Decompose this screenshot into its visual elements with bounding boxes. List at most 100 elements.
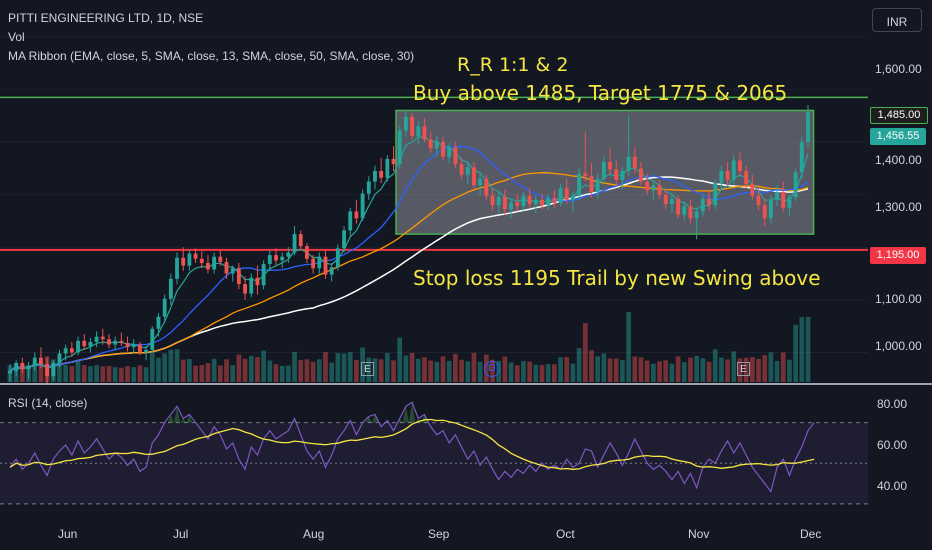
candle (181, 247, 186, 271)
volume-bar (589, 350, 594, 382)
candle-body (484, 178, 489, 196)
candle (385, 155, 390, 182)
volume-bar (143, 367, 149, 382)
candle (39, 347, 43, 369)
candle (113, 336, 118, 350)
candle-body (564, 188, 569, 200)
volume-bar (607, 358, 613, 382)
earnings-marker[interactable]: E (737, 362, 750, 376)
candle (441, 136, 445, 161)
candle-body (14, 362, 19, 371)
currency-button[interactable]: INR (872, 8, 922, 32)
candle (26, 361, 31, 379)
earnings-marker[interactable]: E (361, 362, 374, 376)
candle-body (515, 202, 520, 207)
candle-body (107, 339, 111, 345)
candle (472, 162, 476, 190)
candle (168, 273, 173, 306)
candle-body (768, 199, 773, 219)
chart-legend: PITTI ENGINEERING LTD, 1D, NSE Vol MA Ri… (8, 9, 414, 66)
time-tick: Dec (800, 527, 822, 541)
volume-bar (502, 356, 508, 382)
volume-bar (459, 359, 464, 382)
candle (403, 110, 408, 137)
candle-body (589, 176, 594, 192)
volume-label[interactable]: Vol (8, 30, 25, 44)
volume-bar (688, 357, 693, 382)
candle-body (521, 195, 526, 207)
volume-bar (669, 363, 675, 382)
ma-ribbon-label[interactable]: MA Ribbon (EMA, close, 5, SMA, close, 13… (8, 49, 415, 63)
volume-bar (69, 366, 75, 382)
time-tick: Jul (173, 527, 189, 541)
volume-bar (762, 355, 768, 382)
volume-bar (539, 365, 545, 382)
candle-body (175, 257, 179, 279)
candle (391, 146, 396, 171)
candle-body (478, 178, 483, 186)
volume-bar (292, 351, 297, 382)
candle-body (82, 340, 87, 347)
candle (311, 255, 316, 274)
candle-body (212, 256, 217, 270)
candle (527, 188, 532, 208)
candle-body (410, 116, 415, 136)
volume-bar (63, 365, 69, 382)
candle (212, 252, 217, 274)
volume-bar (174, 349, 180, 382)
candle (577, 168, 582, 201)
candle (509, 198, 513, 219)
candle-body (385, 158, 390, 178)
candle (255, 265, 260, 295)
candle (738, 152, 742, 177)
candle-body (657, 185, 662, 195)
candle (156, 312, 161, 337)
candle (540, 193, 544, 210)
grid (0, 36, 868, 353)
volume-bar (378, 359, 384, 382)
candle (267, 249, 272, 271)
volume-bar (514, 365, 520, 382)
dividend-marker[interactable]: D (484, 361, 500, 377)
candle (162, 294, 167, 321)
candle-body (620, 170, 625, 180)
candle (236, 263, 241, 290)
candle-body (707, 198, 711, 206)
symbol-title[interactable]: PITTI ENGINEERING LTD, 1D, NSE (8, 11, 204, 25)
candle-body (168, 278, 173, 299)
candle-body (496, 196, 501, 206)
candle (583, 131, 588, 182)
candle (434, 135, 439, 157)
volume-bar (372, 358, 378, 382)
volume-bar (323, 352, 328, 382)
candle-body (502, 196, 507, 210)
volume-bar (193, 365, 198, 382)
candle (502, 189, 507, 215)
candle (137, 341, 142, 356)
price-tick: 1,400.00 (875, 153, 922, 167)
volume-bar (211, 358, 217, 382)
candle (713, 178, 718, 210)
buy-target-note: Buy above 1485, Target 1775 & 2065 (413, 81, 788, 105)
candle (768, 195, 773, 224)
candle (447, 143, 452, 164)
candle-body (608, 162, 612, 170)
candle-body (558, 188, 563, 204)
candle (571, 192, 575, 212)
stop-loss-note: Stop loss 1195 Trail by new Swing above (413, 266, 821, 290)
candle-body (63, 348, 68, 354)
volume-bar (743, 357, 749, 382)
candle-body (249, 277, 254, 294)
candle-body (373, 170, 377, 182)
candle-body (88, 341, 93, 347)
volume-bar (558, 357, 563, 382)
rsi-label[interactable]: RSI (14, close) (8, 396, 88, 410)
candle-body (762, 205, 767, 219)
candle-body (156, 316, 161, 329)
candle-body (422, 126, 427, 140)
candle-body (366, 181, 371, 194)
candle-body (119, 340, 124, 343)
candle (645, 173, 650, 195)
volume-bar (162, 353, 168, 382)
candle (614, 160, 619, 185)
